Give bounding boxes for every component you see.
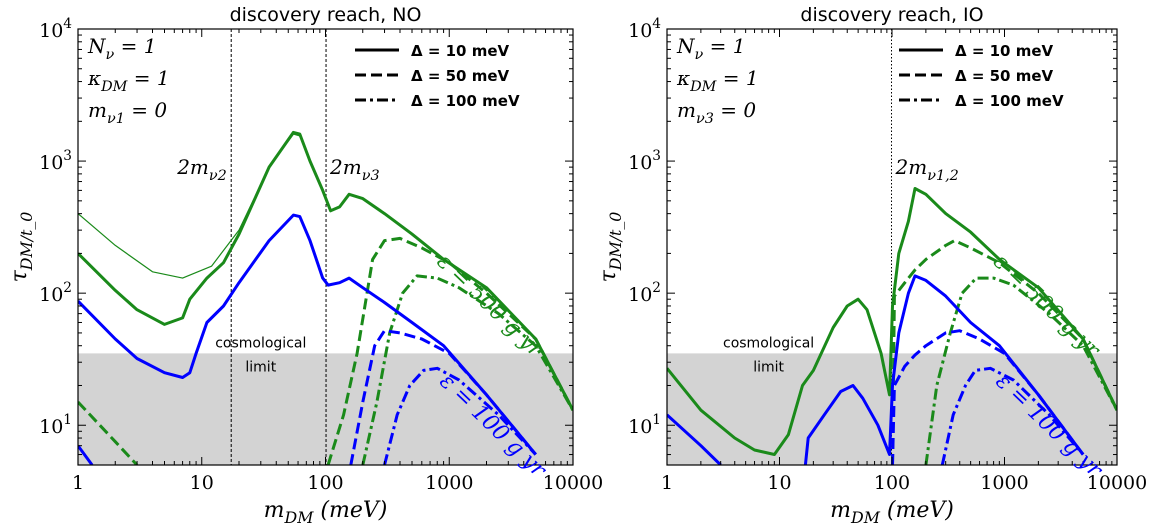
cosmological-limit-label: limit [245, 359, 276, 375]
y-tick-label: 101 [628, 412, 661, 438]
series-line [667, 187, 1117, 456]
x-tick-label: 1 [661, 472, 673, 494]
y-tick-label: 103 [39, 148, 72, 174]
y-axis-label: τDM/t_0 [7, 212, 36, 283]
series-group [667, 187, 1117, 465]
chart-title: discovery reach, NO [230, 4, 422, 26]
x-tick-label: 1000 [980, 472, 1028, 494]
series-line [326, 236, 573, 465]
legend-label: Δ = 50 meV [411, 67, 510, 85]
series-line [891, 329, 1085, 465]
x-tick-label: 10 [190, 472, 214, 494]
y-tick-label: 104 [628, 16, 661, 42]
legend-label: Δ = 50 meV [955, 67, 1054, 85]
y-tick-label: 104 [39, 16, 72, 42]
x-axis-label: mDM (meV) [264, 498, 388, 527]
x-axis-label: mDM (meV) [830, 498, 954, 527]
series-line [924, 276, 1117, 465]
cosmological-limit-label: limit [753, 359, 784, 375]
x-tick-label: 1 [72, 472, 84, 494]
y-axis-label: τDM/t_0 [596, 212, 625, 283]
y-tick-label: 103 [628, 148, 661, 174]
parameter-label: mν1 = 0 [88, 98, 167, 127]
series-line [667, 413, 722, 465]
cosmological-limit-label: cosmological [723, 335, 814, 351]
x-tick-label: 1000 [425, 472, 473, 494]
y-tick-label: 101 [39, 412, 72, 438]
x-tick-label: 10 [767, 472, 791, 494]
parameter-label: mν3 = 0 [677, 98, 756, 127]
parameter-label: Nν = 1 [676, 34, 745, 63]
series-line [940, 366, 1085, 465]
threshold-label: 2mν2 [176, 155, 227, 184]
exposure-annotation: ε = 500 g yr [432, 249, 549, 363]
threshold-label: 2mν1,2 [895, 155, 959, 184]
panel-inverted-ordering: 2mν1,2 1 10 100 1000 10000 101 102 103 104 discove… [596, 4, 1147, 527]
series-line [803, 274, 1085, 465]
series-line [361, 274, 573, 465]
series-line [349, 329, 537, 465]
x-tick-label: 10000 [543, 472, 603, 494]
x-tick-label: 100 [307, 472, 343, 494]
series-line [78, 400, 139, 465]
exposure-annotation: ε = 500 g yr [988, 249, 1105, 363]
x-tick-label: 10000 [1087, 472, 1147, 494]
x-tick-label: 100 [874, 472, 910, 494]
series-line [78, 130, 573, 411]
y-tick-label: 102 [628, 280, 661, 306]
legend-label: Δ = 100 meV [955, 92, 1064, 110]
legend-label: Δ = 100 meV [411, 92, 520, 110]
chart-title: discovery reach, IO [800, 4, 983, 26]
series-line [78, 444, 94, 465]
parameter-label: κDM = 1 [87, 66, 170, 95]
y-tick-label: 102 [39, 280, 72, 306]
legend-label: Δ = 10 meV [411, 42, 510, 60]
parameter-label: κDM = 1 [676, 66, 759, 95]
threshold-label: 2mν3 [329, 155, 380, 184]
parameter-label: Nν = 1 [87, 34, 156, 63]
series-group [78, 130, 573, 465]
legend-label: Δ = 10 meV [955, 42, 1054, 60]
series-line [891, 239, 1117, 465]
series-line [383, 366, 537, 465]
series-line [78, 213, 537, 456]
panel-normal-ordering: 2mν2 2mν3 1 10 100 1000 10000 101 102 103 104 disco… [7, 4, 603, 527]
cosmological-limit-label: cosmological [215, 335, 306, 351]
